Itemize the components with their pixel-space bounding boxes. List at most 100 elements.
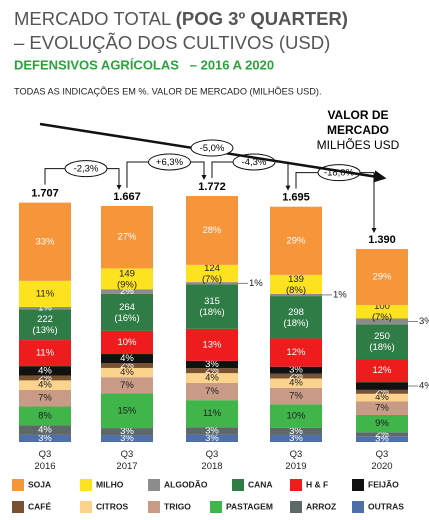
overall-bubble [190,139,234,157]
data-label: 315 (18%) [199,296,224,318]
data-label: 12% [372,365,392,376]
legend-label: PASTAGEM [226,501,273,511]
legend-label: CITROS [96,501,128,511]
bar-segment [19,425,71,435]
bar-segment [19,309,71,341]
data-label: 3% [205,433,219,444]
data-label: 3% [419,316,429,327]
data-label: 4% [38,425,52,436]
x-tick-label: Q3 2019 [285,449,306,472]
legend-swatch [210,501,222,513]
data-label: 11% [203,408,222,419]
legend-label: MILHO [96,479,124,489]
data-label: 7% [375,403,389,414]
bar-segment [19,380,71,390]
data-label: 3% [289,433,303,444]
data-label: 10% [286,411,306,422]
data-label: 264 (16%) [114,301,139,323]
bar-segment [356,324,408,360]
data-label: 11% [36,348,55,359]
bar-segment [19,306,71,310]
bar-segment [101,330,153,355]
bar-segment [186,328,238,361]
data-label: 29% [372,272,392,283]
legend-swatch [232,479,244,491]
bar-segment [19,375,71,381]
data-label: 7% [205,386,219,397]
data-label: 7% [120,380,134,391]
bar-segment [186,284,238,329]
legend-swatch [80,501,92,513]
legend-swatch [12,501,24,513]
total-label: 1.390 [368,234,396,246]
data-label: 11% [36,288,55,299]
bar-segment [356,432,408,437]
data-label: 100 (7%) [372,301,392,323]
bar-segment [270,366,322,374]
data-label: 2% [38,373,52,384]
data-label: 3% [38,433,52,444]
bar-segment [101,428,153,436]
bar-segment [356,304,408,319]
legend-label: CAFÉ [28,501,51,511]
bar-segment [186,282,238,285]
data-label: 3% [120,433,134,444]
data-label: 7% [289,391,303,402]
bar-segment [270,427,322,435]
bar-segment [186,400,238,428]
legend-swatch [352,479,364,491]
bar-segment [101,367,153,378]
legend-label: FEIJÃO [368,479,399,489]
data-label: 3% [375,434,389,445]
data-label: 3% [120,426,134,437]
bar-segment [101,268,153,290]
bar-segment [356,393,408,402]
legend-label: ARROZ [306,501,336,511]
data-label: 2% [205,365,219,376]
data-label: 3% [289,426,303,437]
bar-segment [270,378,322,388]
chart-title: MERCADO TOTAL (POG 3º QUARTER) [14,8,348,29]
change-label: -4,3% [242,157,267,168]
data-label: 10% [117,337,137,348]
data-label: 1% [249,278,263,289]
bar-segment [270,404,322,428]
x-tick-label: Q3 2018 [201,449,222,472]
bar-segment [356,249,408,305]
data-label: 7% [38,393,52,404]
bar-segment [356,318,408,325]
legend-swatch [352,501,364,513]
data-label: 250 (18%) [369,331,394,353]
data-label: 4% [419,381,429,392]
data-label: 33% [35,236,55,247]
legend-label: H & F [306,479,328,489]
x-tick-label: Q3 2020 [371,449,392,472]
bar-segment [19,280,71,307]
bar-segment [270,293,322,297]
bar-segment [270,338,322,367]
title-part: MERCADO TOTAL [14,8,171,29]
legend-swatch [290,479,302,491]
bar-segment [270,373,322,379]
data-label: 4% [120,353,134,364]
data-label: 13% [202,339,222,350]
legend-swatch [148,501,160,513]
bar-segment [101,393,153,429]
bar-segment [19,434,71,442]
total-label: 1.772 [198,181,226,193]
bar-segment [356,359,408,383]
legend-label: TRIGO [164,501,191,511]
data-label: 27% [117,232,137,243]
bar-segment [186,360,238,369]
data-label: 29% [286,235,306,246]
bar-segment [356,436,408,442]
bar-segment [101,354,153,364]
data-label: 4% [205,373,219,384]
data-label: 4% [38,365,52,376]
bar-segment [19,389,71,407]
bar-segment [19,366,71,376]
bar-segment [186,382,238,401]
bar-segment [186,195,238,265]
total-label: 1.667 [113,191,141,203]
legend-swatch [12,479,24,491]
